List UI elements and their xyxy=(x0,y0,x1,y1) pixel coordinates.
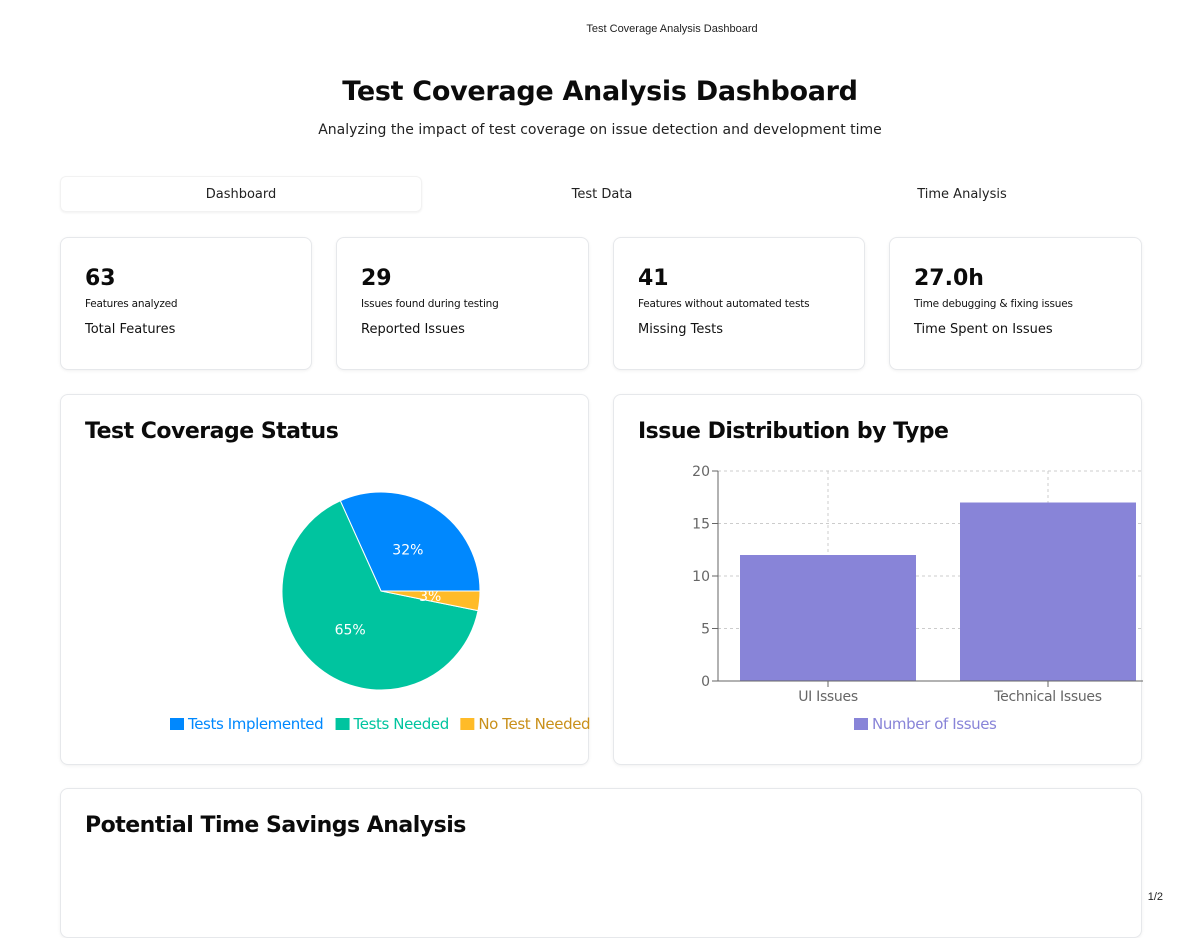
stat-card-missing-tests: 41 Features without automated tests Miss… xyxy=(613,237,865,370)
browser-title: Test Coverage Analysis Dashboard xyxy=(586,23,758,35)
coverage-pie-chart: 32% 65% 3% Tests Implemented Tests Needed No … xyxy=(170,491,590,733)
time-savings-panel: Potential Time Savings Analysis xyxy=(60,788,1142,938)
stat-description: Features without automated tests xyxy=(638,298,810,310)
pie-label-tests-implemented: 32% xyxy=(392,542,423,558)
y-tick-label: 0 xyxy=(701,674,710,690)
x-tick-label: Technical Issues xyxy=(993,689,1101,705)
stat-title: Total Features xyxy=(85,322,176,337)
stat-value: 41 xyxy=(638,266,669,291)
tab-bar: Dashboard Test Data Time Analysis xyxy=(60,176,1142,212)
x-tick-label: UI Issues xyxy=(798,689,858,705)
y-tick-label: 20 xyxy=(692,464,710,480)
bar-technical-issues[interactable] xyxy=(960,502,1136,682)
stat-card-time-spent: 27.0h Time debugging & fixing issues Tim… xyxy=(889,237,1142,370)
pie-label-tests-needed: 65% xyxy=(335,623,366,639)
stat-value: 63 xyxy=(85,266,116,291)
bar-ui-issues[interactable] xyxy=(740,555,916,681)
stat-description: Features analyzed xyxy=(85,298,178,310)
coverage-panel: Test Coverage Status 32% 65% 3% Tests Imple… xyxy=(60,394,590,765)
panel-title: Issue Distribution by Type xyxy=(638,419,949,444)
page-title: Test Coverage Analysis Dashboard xyxy=(342,76,858,107)
stat-title: Reported Issues xyxy=(361,322,465,337)
panel-title: Test Coverage Status xyxy=(85,419,339,444)
stat-value: 29 xyxy=(361,266,392,291)
pie-slice-tests-implemented[interactable] xyxy=(339,491,481,592)
page-number: 1/2 xyxy=(1147,891,1163,903)
legend-item-tests-needed[interactable]: Tests Needed xyxy=(353,715,450,733)
legend-item-tests-implemented[interactable]: Tests Implemented xyxy=(187,715,324,733)
legend-swatch-number-of-issues xyxy=(854,718,868,730)
issues-bar-chart: 0 5 10 15 20 UI Issues Technical Issues Number … xyxy=(692,464,1143,733)
tab-time-analysis[interactable]: Time Analysis xyxy=(917,186,1007,202)
pie-slice-tests-needed[interactable] xyxy=(281,500,479,691)
stat-description: Issues found during testing xyxy=(361,298,499,310)
pie-slice-no-test-needed[interactable] xyxy=(380,590,481,612)
issues-panel: Issue Distribution by Type 0 5 10 15 20 UI Is… xyxy=(613,394,1143,765)
stat-card-reported-issues: 29 Issues found during testing Reported … xyxy=(336,237,589,370)
y-tick-label: 5 xyxy=(701,622,710,638)
legend-item-no-test-needed[interactable]: No Test Needed xyxy=(478,715,590,733)
pie-label-no-test-needed: 3% xyxy=(419,589,441,605)
stat-value: 27.0h xyxy=(914,266,984,291)
stat-title: Missing Tests xyxy=(638,322,723,337)
stat-card-total-features: 63 Features analyzed Total Features xyxy=(60,237,312,370)
stat-description: Time debugging & fixing issues xyxy=(914,298,1073,310)
y-tick-label: 10 xyxy=(692,569,710,585)
legend-item-number-of-issues[interactable]: Number of Issues xyxy=(872,715,997,733)
legend-swatch-tests-implemented xyxy=(170,718,184,730)
stat-title: Time Spent on Issues xyxy=(914,322,1053,337)
legend-swatch-no-test-needed xyxy=(460,718,475,730)
tab-dashboard[interactable]: Dashboard xyxy=(60,176,422,212)
legend-swatch-tests-needed xyxy=(335,718,350,730)
y-tick-label: 15 xyxy=(692,517,710,533)
tab-test-data[interactable]: Test Data xyxy=(571,186,633,202)
page-subtitle: Analyzing the impact of test coverage on… xyxy=(318,122,882,138)
panel-title: Potential Time Savings Analysis xyxy=(85,813,466,838)
